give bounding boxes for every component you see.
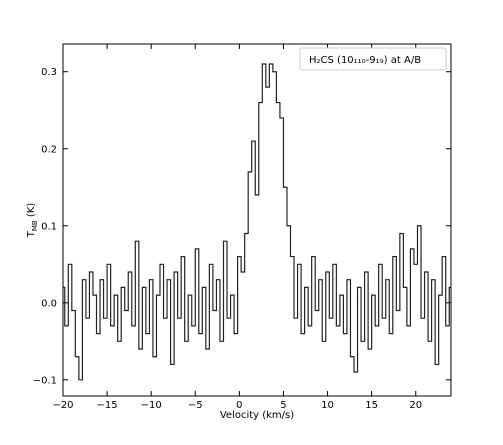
y-tick-label: 0.2 xyxy=(41,144,57,155)
x-tick-label: −20 xyxy=(52,400,73,411)
y-label-unit: (K) xyxy=(26,203,37,217)
y-label-main: T xyxy=(26,230,37,238)
y-tick-label: 0.1 xyxy=(41,221,57,232)
y-axis-label: TMB (K) xyxy=(26,203,39,239)
y-tick-label: 0.0 xyxy=(41,298,57,309)
x-tick-label: −10 xyxy=(141,400,162,411)
legend-box xyxy=(299,47,447,71)
x-axis-label: Velocity (km/s) xyxy=(220,410,294,421)
x-tick-label: −5 xyxy=(188,400,203,411)
x-tick-label: 20 xyxy=(409,400,422,411)
x-tick-label: 0 xyxy=(236,400,242,411)
y-axis-label-group: TMB (K) xyxy=(26,203,39,239)
spectrum-line xyxy=(63,63,451,381)
y-label-sub: MB xyxy=(31,220,39,231)
y-tick-label: 0.3 xyxy=(41,67,57,78)
y-tick-label: −0.1 xyxy=(33,375,57,386)
legend-label: H₂CS (10₁₁₀-9₁₉) at A/B xyxy=(309,55,421,66)
plot-frame xyxy=(62,43,452,397)
x-tick-label: −15 xyxy=(97,400,118,411)
x-tick-label: 5 xyxy=(280,400,286,411)
x-tick-label: 10 xyxy=(321,400,334,411)
x-tick-label: 15 xyxy=(365,400,378,411)
